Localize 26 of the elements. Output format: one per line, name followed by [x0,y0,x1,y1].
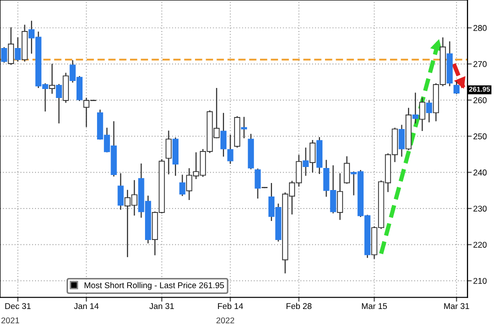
x-tick-label: Jan 14 [74,303,99,310]
y-tick-label: 240 [473,170,487,176]
text: 2021 [1,317,20,324]
x-tick-label: Dec 31 [5,303,31,310]
candlestick [310,140,316,173]
candlestick [336,173,344,220]
candlestick [49,64,56,94]
x-tick-label: Mar 15 [362,303,387,310]
candlestick [344,156,350,184]
y-tick-label: 260 [473,97,487,104]
y-tick-label: 220 [473,242,487,248]
x-tick-label: Feb 14 [218,302,244,310]
y-tick-label: 270 [473,61,487,68]
x-tick-label: Feb 28 [286,302,312,310]
y-tick-label: 230 [473,206,487,212]
y-tick-label: 280 [473,25,487,31]
text: Most Short Rolling - Last Price 261.95 [84,282,224,290]
candlestick [8,27,14,65]
y-tick-label: 210 [473,278,487,284]
x-tick-label: Jan 31 [149,303,174,310]
y-tick-label: 250 [473,133,487,140]
text: 2022 [216,317,234,324]
candlestick [166,130,172,174]
x-tick-label: Mar 31 [444,303,470,310]
candlestick [454,81,460,94]
candlestick [419,98,426,131]
